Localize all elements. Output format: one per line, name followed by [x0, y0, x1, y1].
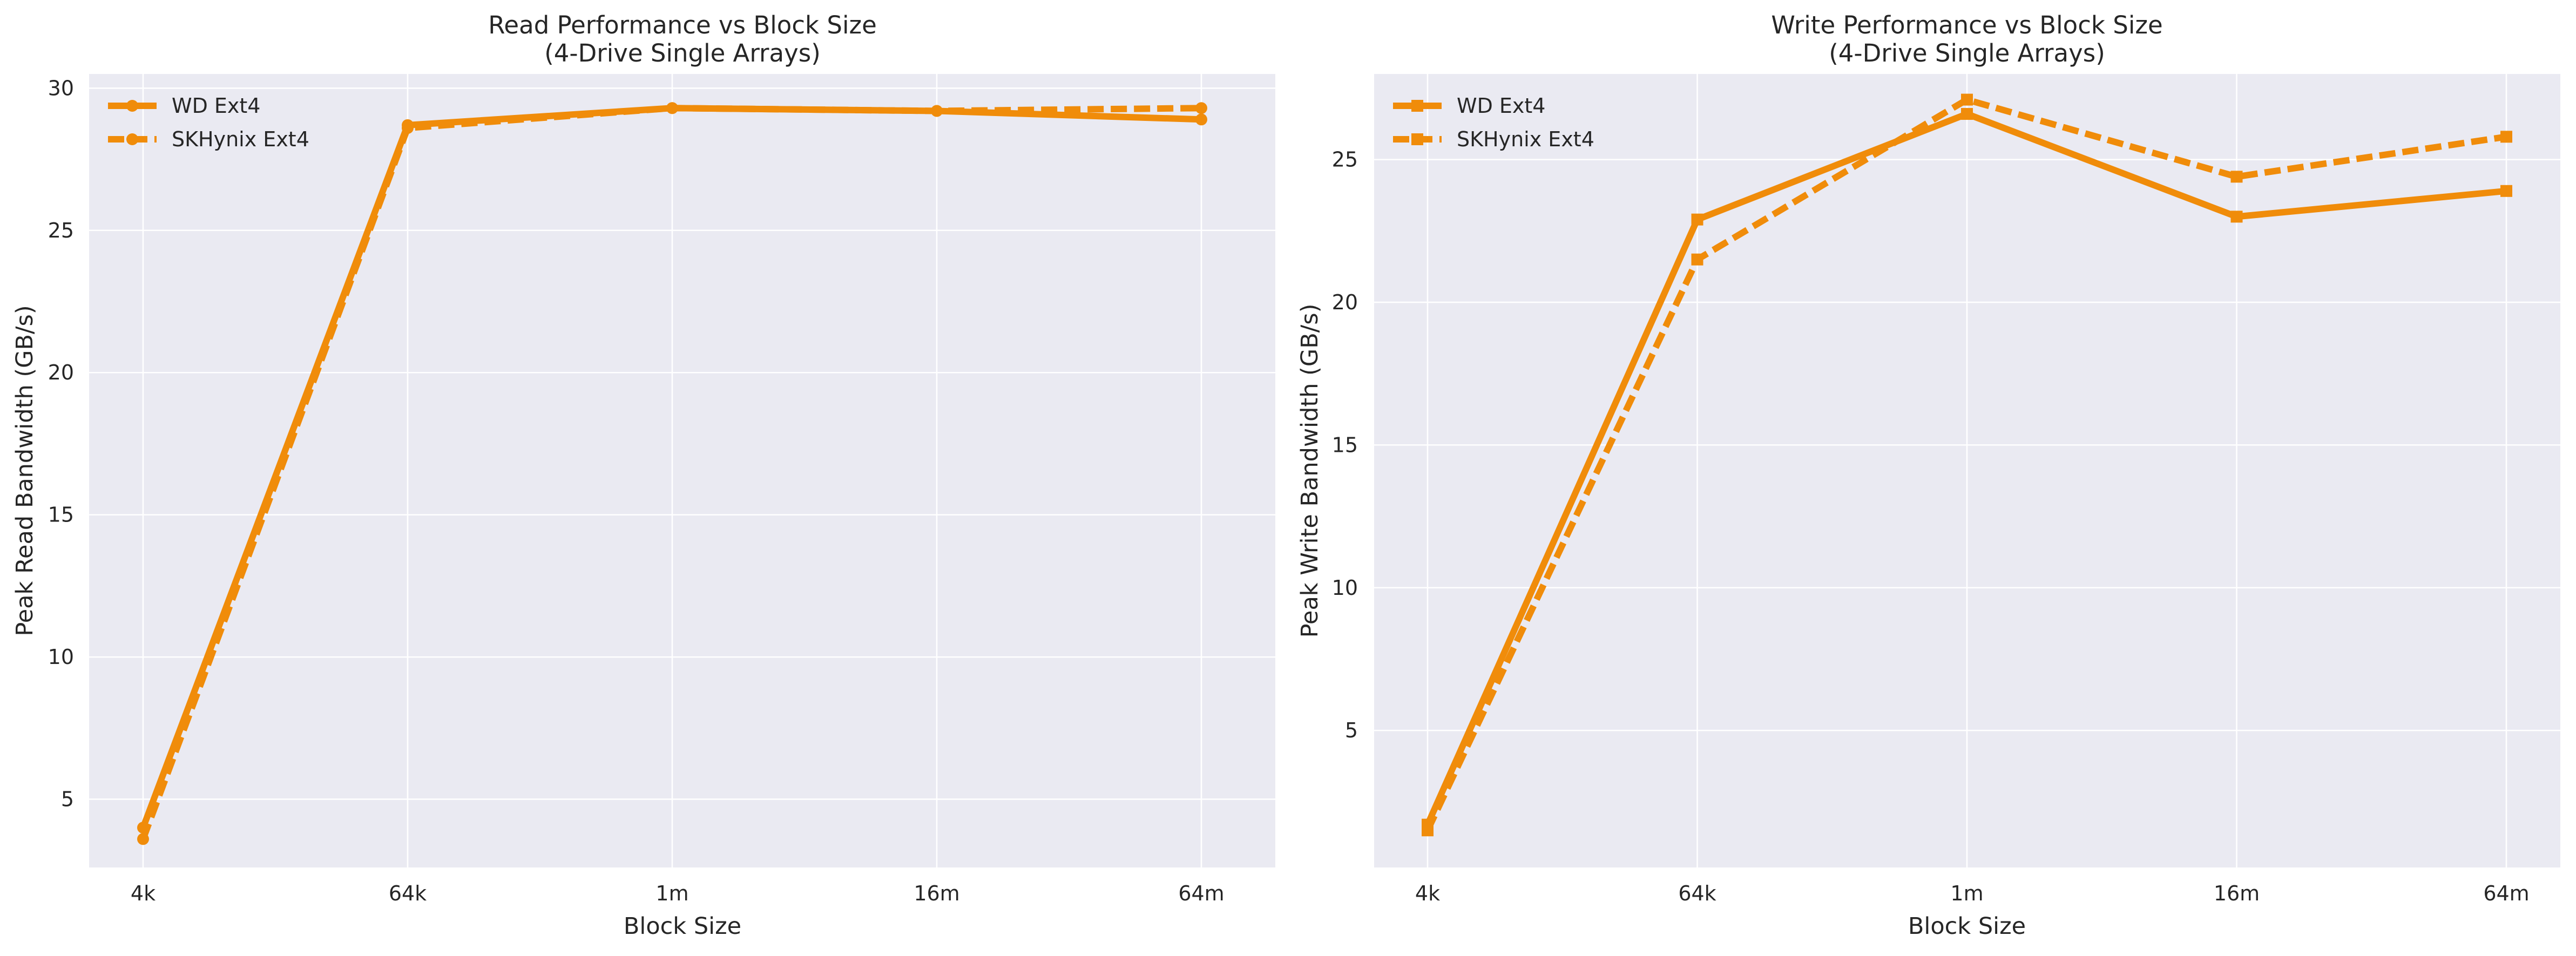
- data-point-skhynix: [1195, 102, 1207, 114]
- legend-item-skhynix: SKHynix Ext4: [108, 127, 309, 151]
- chart-title-line1: Write Performance vs Block Size: [1771, 11, 2162, 39]
- y-tick-label: 20: [1332, 290, 1358, 314]
- legend-item-skhynix: SKHynix Ext4: [1393, 127, 1594, 151]
- data-point-wd: [2500, 185, 2512, 197]
- data-point-skhynix: [2230, 171, 2243, 183]
- legend-label-skhynix: SKHynix Ext4: [172, 127, 309, 151]
- legend-item-wd: WD Ext4: [1393, 94, 1546, 118]
- chart-title-line1: Read Performance vs Block Size: [488, 11, 877, 39]
- legend-marker-skhynix: [1411, 133, 1423, 145]
- y-axis-label: Peak Write Bandwidth (GB/s): [1296, 304, 1323, 638]
- y-tick-label: 5: [1345, 718, 1358, 742]
- x-tick-label: 1m: [655, 882, 688, 905]
- plot-area: [89, 74, 1275, 867]
- x-axis-label: Block Size: [624, 913, 741, 940]
- y-tick-label: 10: [48, 645, 74, 669]
- y-tick-label: 25: [1332, 148, 1358, 172]
- y-tick-label: 15: [1332, 433, 1358, 457]
- data-point-skhynix: [402, 122, 414, 134]
- data-point-skhynix: [1691, 253, 1703, 266]
- y-tick-label: 20: [48, 361, 74, 384]
- legend-label-wd: WD Ext4: [1457, 94, 1546, 118]
- chart-title-line2: (4-Drive Single Arrays): [1829, 39, 2105, 67]
- data-point-wd: [2230, 211, 2243, 223]
- y-tick-labels: 5 10 15 20 25 30: [48, 76, 74, 811]
- data-point-wd: [1195, 113, 1207, 126]
- data-point-skhynix: [931, 105, 943, 117]
- series-group: [137, 102, 1207, 845]
- legend-label-wd: WD Ext4: [172, 94, 261, 118]
- x-axis-label: Block Size: [1908, 913, 2026, 940]
- legend: WD Ext4 SKHynix Ext4: [108, 94, 309, 151]
- x-tick-label: 64m: [2483, 882, 2529, 905]
- x-tick-label: 4k: [1415, 882, 1440, 905]
- x-tick-label: 16m: [914, 882, 959, 905]
- data-point-skhynix: [2500, 131, 2512, 143]
- series-line-skhynix: [1424, 96, 2507, 832]
- legend-marker-skhynix: [126, 133, 138, 145]
- x-tick-label: 64k: [389, 882, 427, 905]
- data-point-wd: [1961, 108, 1973, 120]
- x-tick-label: 4k: [131, 882, 155, 905]
- x-tick-label: 1m: [1950, 882, 1983, 905]
- y-tick-label: 25: [48, 219, 74, 242]
- y-tick-label: 30: [48, 76, 74, 100]
- legend-label-skhynix: SKHynix Ext4: [1457, 127, 1594, 151]
- legend-marker-wd: [126, 100, 138, 112]
- data-point-wd: [137, 822, 149, 834]
- y-tick-label: 10: [1332, 576, 1358, 600]
- y-tick-labels: 5 10 15 20 25: [1332, 148, 1358, 743]
- data-point-skhynix: [137, 833, 149, 845]
- x-tick-labels: 4k 64k 1m 16m 64m: [131, 882, 1225, 905]
- grid-lines: [89, 74, 1275, 867]
- legend-item-wd: WD Ext4: [108, 94, 261, 118]
- x-tick-label: 64k: [1678, 882, 1716, 905]
- data-point-skhynix: [1961, 93, 1973, 106]
- y-tick-label: 15: [48, 503, 74, 527]
- y-tick-label: 5: [61, 788, 74, 811]
- x-tick-label: 64m: [1178, 882, 1224, 905]
- chart-title-line2: (4-Drive Single Arrays): [544, 39, 821, 67]
- y-axis-label: Peak Read Bandwidth (GB/s): [11, 305, 38, 636]
- data-point-wd: [1691, 213, 1703, 226]
- read-chart: Read Performance vs Block Size (4-Drive …: [11, 11, 1275, 940]
- write-chart: Write Performance vs Block Size (4-Drive…: [1296, 11, 2560, 940]
- data-point-skhynix: [1422, 824, 1434, 837]
- legend-marker-wd: [1411, 100, 1423, 112]
- data-point-skhynix: [666, 102, 678, 114]
- x-tick-labels: 4k 64k 1m 16m 64m: [1415, 882, 2530, 905]
- series-group: [1422, 93, 2512, 837]
- x-tick-label: 16m: [2214, 882, 2260, 905]
- legend: WD Ext4 SKHynix Ext4: [1393, 94, 1594, 151]
